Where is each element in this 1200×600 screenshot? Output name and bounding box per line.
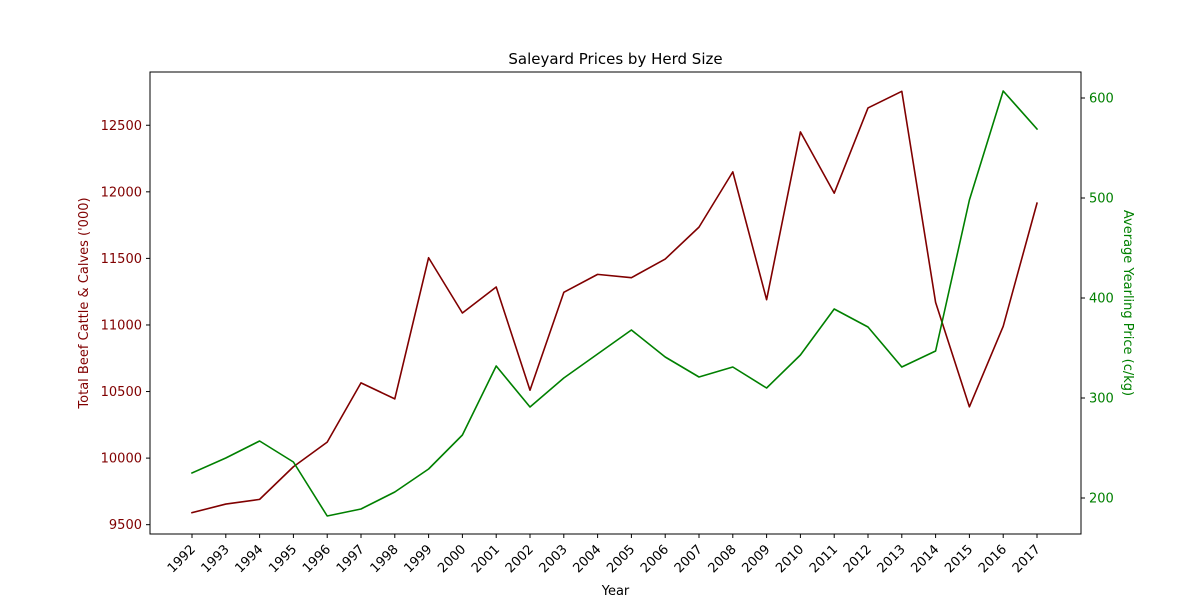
x-tick-label: 1992 — [165, 542, 199, 576]
x-tick-label: 2011 — [807, 542, 841, 576]
x-tick-label: 2005 — [604, 542, 638, 576]
left-y-axis: 9500 10000 10500 11000 11500 12000 12500 — [101, 119, 150, 533]
x-tick-label: 1994 — [232, 542, 266, 576]
x-tick-label: 2001 — [469, 542, 503, 576]
yearling-price-series-line — [190, 90, 1039, 517]
x-tick-label: 2014 — [908, 542, 942, 576]
cattle-count-series-line — [191, 90, 1038, 514]
right-y-tick-label: 600 — [1089, 92, 1114, 107]
x-axis-title: Year — [601, 584, 630, 599]
left-y-tick-label: 10500 — [101, 385, 142, 400]
left-y-tick-label: 11000 — [101, 318, 142, 333]
x-tick-label: 2010 — [773, 542, 807, 576]
x-tick-label: 1993 — [199, 542, 233, 576]
right-y-tick-label: 500 — [1089, 192, 1114, 207]
x-tick-label: 2016 — [976, 542, 1010, 576]
right-y-tick-label: 300 — [1089, 392, 1114, 407]
right-y-tick-label: 400 — [1089, 292, 1114, 307]
x-tick-label: 1996 — [300, 542, 334, 576]
x-tick-label: 2000 — [435, 542, 469, 576]
x-tick-label: 2007 — [672, 542, 706, 576]
right-y-tick-label: 200 — [1089, 492, 1114, 507]
right-y-axis-title: Average Yearling Price (c/kg) — [1120, 210, 1135, 396]
left-y-tick-label: 9500 — [109, 518, 142, 533]
x-tick-label: 2006 — [638, 542, 672, 576]
plot-area — [149, 71, 1082, 535]
left-y-tick-label: 12000 — [101, 185, 142, 200]
x-tick-label: 1998 — [368, 542, 402, 576]
x-axis: 1992 1993 1994 1995 1996 1997 1998 1999 2000 2001… — [165, 534, 1044, 576]
left-y-tick-label: 10000 — [101, 452, 142, 467]
x-tick-label: 2008 — [706, 542, 740, 576]
left-y-tick-label: 12500 — [101, 119, 142, 134]
x-tick-label: 2004 — [570, 542, 604, 576]
x-tick-label: 2002 — [503, 542, 537, 576]
left-y-axis-title: Total Beef Cattle & Calves ('000) — [77, 197, 92, 409]
x-tick-label: 1999 — [401, 542, 435, 576]
x-tick-label: 2012 — [841, 542, 875, 576]
chart-title: Saleyard Prices by Herd Size — [508, 50, 722, 68]
x-tick-label: 1997 — [334, 542, 368, 576]
x-tick-label: 2015 — [942, 542, 976, 576]
x-tick-label: 2017 — [1010, 542, 1044, 576]
x-tick-label: 1995 — [266, 542, 300, 576]
left-y-tick-label: 11500 — [101, 252, 142, 267]
x-tick-label: 2003 — [537, 542, 571, 576]
x-tick-label: 2013 — [875, 542, 909, 576]
right-y-axis: 200 300 400 500 600 — [1081, 92, 1114, 507]
x-tick-label: 2009 — [739, 542, 773, 576]
plot-frame — [149, 71, 1082, 535]
